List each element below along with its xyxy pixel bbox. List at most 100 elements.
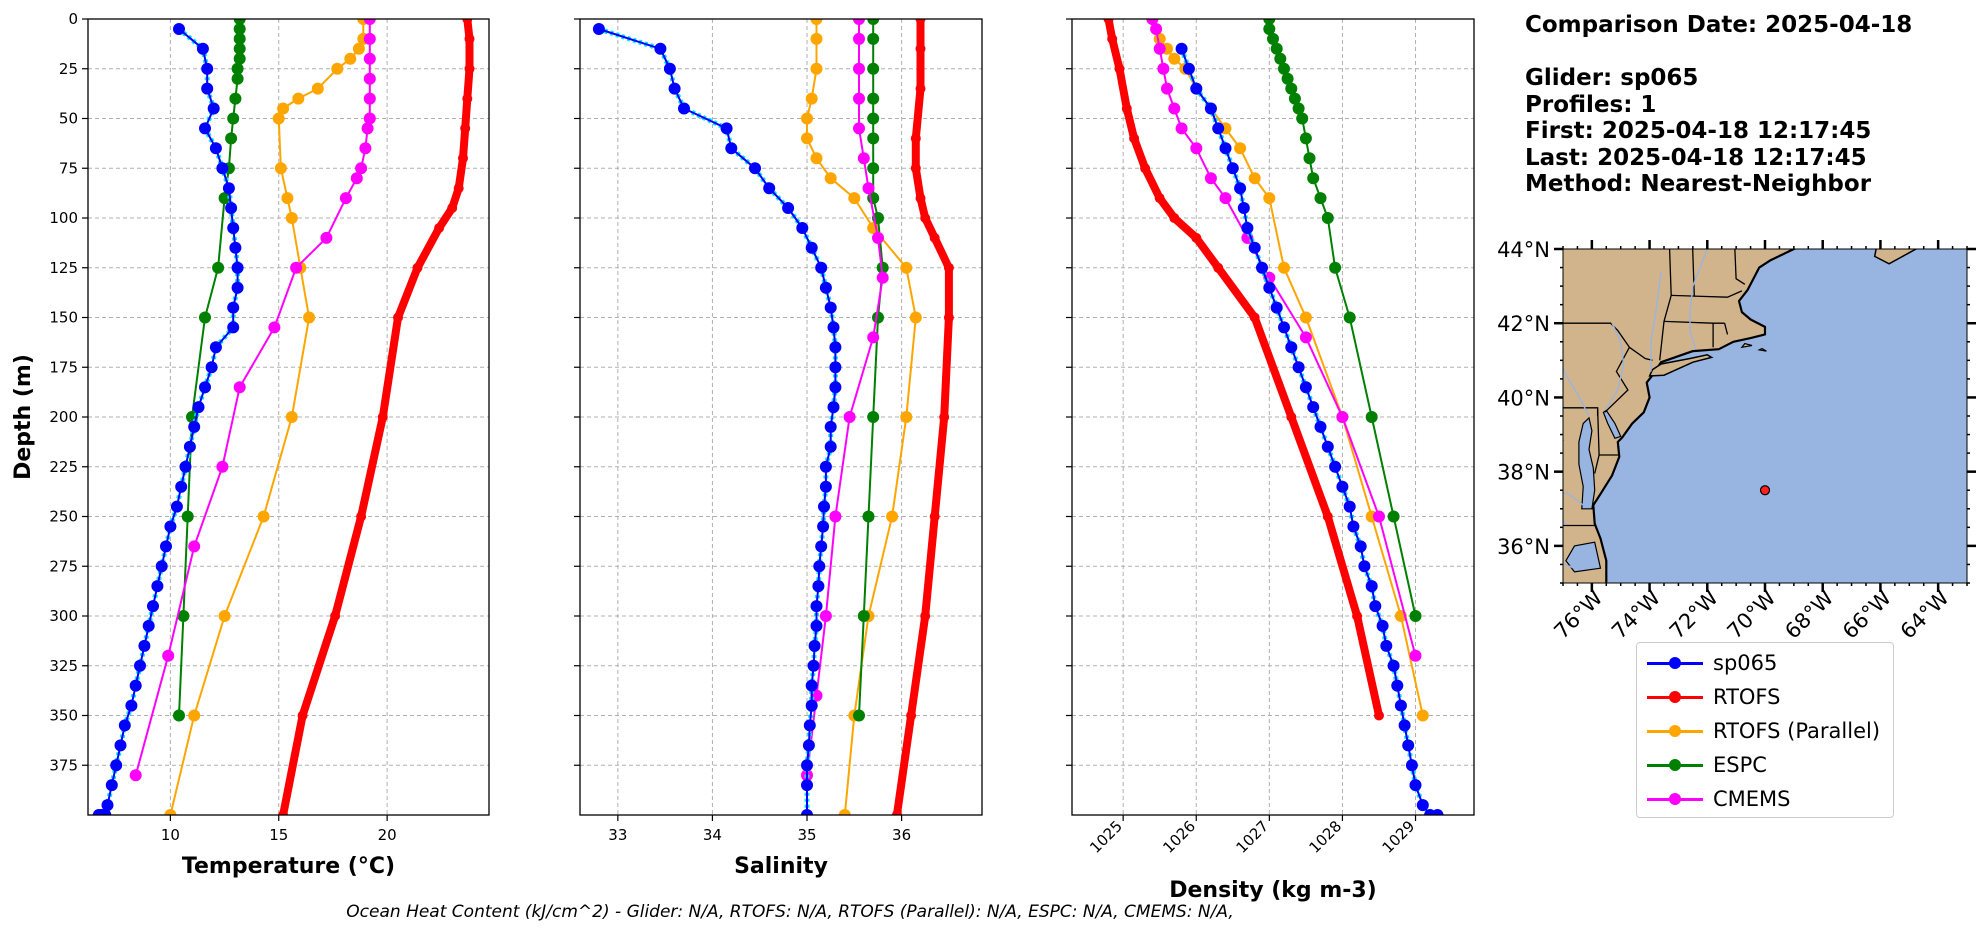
- river: [1563, 365, 1590, 417]
- series-point-rtofs: [330, 611, 341, 621]
- series-point-sp065: [192, 401, 205, 414]
- series-point-cmems: [355, 162, 368, 175]
- series-point-rtofs-parallel: [886, 510, 899, 523]
- series-point-sp065: [817, 520, 830, 533]
- series-point-sp065: [1234, 182, 1247, 195]
- series-point-rtofs-parallel: [1263, 192, 1276, 205]
- series-point-rtofs: [943, 262, 954, 273]
- series-point-espc: [867, 162, 880, 175]
- series-point-sp065: [1405, 759, 1418, 772]
- series-point-sp065: [720, 122, 733, 135]
- series-point-rtofs-parallel: [331, 62, 344, 75]
- series-point-sp065: [801, 759, 813, 772]
- series-point-cmems: [819, 610, 832, 622]
- series-point-rtofs-parallel: [805, 92, 818, 105]
- series-point-sp065: [824, 440, 837, 453]
- series-point-rtofs-parallel: [810, 152, 823, 165]
- series-point-rtofs-parallel: [1248, 172, 1261, 185]
- series-point-espc: [867, 19, 880, 25]
- series-point-espc: [857, 610, 870, 622]
- series-point-sp065: [1380, 639, 1393, 652]
- series-point-cmems: [1168, 102, 1181, 115]
- series-point-rtofs: [910, 133, 921, 144]
- series-point-espc: [867, 112, 880, 125]
- state-border: [1734, 249, 1746, 285]
- series-group: [92, 19, 475, 815]
- map-lon-label: 74°W: [1607, 585, 1665, 643]
- series-point-espc: [853, 709, 865, 722]
- series-point-rtofs-parallel: [257, 510, 270, 523]
- series-point-espc: [1267, 32, 1279, 45]
- series-point-sp065: [114, 739, 127, 752]
- series-point-rtofs-parallel: [285, 411, 298, 423]
- series-point-sp065: [1292, 361, 1305, 374]
- series-point-sp065: [222, 182, 235, 195]
- y-tick-label: 200: [49, 408, 78, 426]
- map-lat-label: 44°N: [1497, 238, 1550, 262]
- series-point-espc: [1307, 172, 1320, 185]
- x-axis-label: Temperature (°C): [182, 854, 395, 879]
- info-spacer: [1525, 39, 1912, 66]
- series-point-sp065: [1354, 540, 1367, 553]
- comparison-info: Comparison Date: 2025-04-18 Glider: sp06…: [1525, 12, 1912, 198]
- series-point-cmems: [853, 19, 865, 25]
- series-point-espc: [233, 42, 246, 55]
- x-tick-label: 34: [703, 826, 722, 844]
- x-tick-label: 1026: [1159, 817, 1199, 857]
- series-point-sp065: [815, 261, 828, 274]
- series-point-rtofs: [906, 710, 917, 721]
- series-point-cmems: [829, 510, 842, 523]
- series-point-sp065: [134, 659, 146, 672]
- series-point-cmems: [188, 540, 201, 553]
- series-point-espc: [225, 132, 238, 145]
- series-point-rtofs-parallel: [824, 172, 837, 185]
- legend-label: RTOFS: [1713, 685, 1781, 709]
- series-point-sp065: [1299, 381, 1312, 394]
- series-point-sp065: [1321, 440, 1334, 453]
- series-point-sp065: [209, 142, 222, 155]
- series-point-rtofs: [1154, 193, 1165, 204]
- series-point-sp065: [813, 560, 826, 573]
- series-point-cmems: [361, 122, 374, 135]
- series-point-rtofs: [1140, 163, 1151, 174]
- series-point-sp065: [819, 460, 832, 473]
- series-point-rtofs-parallel: [848, 192, 861, 205]
- legend-swatch-cmems: [1647, 789, 1703, 809]
- series-point-sp065: [807, 659, 820, 672]
- series-point-sp065: [1237, 202, 1250, 214]
- series-point-espc: [233, 32, 246, 45]
- series-point-sp065: [231, 261, 244, 274]
- series-point-espc: [233, 19, 246, 25]
- series-point-sp065: [227, 222, 240, 234]
- river: [1650, 271, 1662, 372]
- series-point-cmems: [1204, 172, 1217, 185]
- series-point-espc: [1303, 152, 1316, 165]
- chesapeake-bay: [1578, 416, 1596, 510]
- series-point-sp065: [803, 719, 816, 732]
- series-point-rtofs-parallel: [1168, 52, 1181, 65]
- y-tick-label: 325: [49, 657, 78, 675]
- series-point-cmems: [1157, 62, 1170, 75]
- series-point-sp065: [796, 222, 809, 234]
- river: [1605, 322, 1625, 409]
- series-point-sp065: [1343, 500, 1356, 513]
- series-point-cmems: [872, 231, 884, 244]
- series-point-espc: [231, 72, 244, 85]
- last-profile-time: Last: 2025-04-18 12:17:45: [1525, 144, 1867, 171]
- series-point-rtofs-parallel: [810, 62, 823, 75]
- series-point-rtofs: [915, 193, 926, 204]
- series-point-sp065: [1402, 739, 1415, 752]
- series-point-sp065: [819, 281, 832, 294]
- series-point-espc: [1387, 510, 1400, 523]
- series-point-sp065: [196, 42, 209, 55]
- map-lon-label: 76°W: [1549, 585, 1607, 643]
- x-tick-label: 33: [608, 826, 627, 844]
- series-point-sp065: [1416, 799, 1429, 812]
- series-point-espc: [231, 62, 244, 75]
- series-point-cmems: [268, 321, 281, 334]
- series-point-cmems: [867, 331, 880, 344]
- series-point-sp065: [592, 23, 605, 35]
- series-point-rtofs: [278, 810, 289, 815]
- series-point-cmems: [216, 460, 229, 473]
